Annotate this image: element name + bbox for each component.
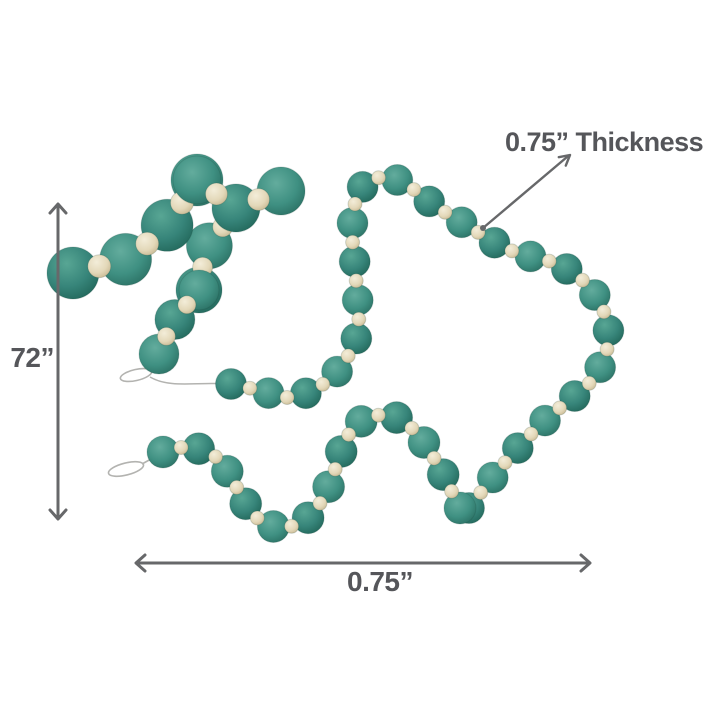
felt-bead (501, 432, 534, 465)
spacer-bead (473, 485, 489, 501)
felt-bead (584, 351, 617, 384)
spacer-bead (242, 380, 258, 396)
width-dimension (134, 553, 592, 573)
felt-bead (529, 404, 561, 437)
spacer-bead (279, 390, 295, 405)
felt-bead (476, 461, 509, 494)
spacer-bead (444, 483, 460, 499)
spacer-bead (247, 188, 270, 211)
spacer-bead (347, 196, 363, 212)
felt-bead (558, 380, 591, 412)
bead-strand-drop-chain-lower (138, 269, 220, 375)
thickness-dimension-label: 0.75” Thickness (505, 127, 704, 157)
spacer-bead (284, 518, 300, 534)
spacer-bead (173, 440, 189, 455)
thickness-callout (480, 153, 572, 231)
spacer-bead (406, 182, 422, 198)
spacer-bead (315, 376, 331, 392)
arrow-left-icon (134, 553, 147, 573)
garland-illustration (46, 153, 625, 543)
spacer-bead (87, 254, 112, 279)
spacer-bead (312, 495, 328, 511)
arrow-up-right-icon (557, 153, 572, 167)
felt-bead (478, 226, 511, 259)
spacer-bead (599, 341, 615, 357)
felt-bead (338, 245, 371, 278)
felt-bead (252, 377, 285, 410)
felt-bead (215, 368, 247, 400)
spacer-bead (156, 326, 176, 346)
arrow-down-icon (48, 508, 68, 521)
spacer-bead (345, 234, 361, 250)
felt-bead (210, 454, 244, 488)
felt-bead (341, 284, 374, 317)
spacer-bead (504, 243, 520, 259)
spacer-bead (249, 510, 265, 526)
spacer-bead (404, 420, 420, 436)
arrow-right-icon (579, 553, 592, 573)
spacer-bead (205, 182, 228, 206)
hanging-loop-bottom (107, 460, 145, 478)
spacer-bead (340, 348, 356, 364)
spacer-bead (523, 426, 539, 442)
felt-bead (413, 185, 446, 218)
spacer-bead (371, 170, 387, 186)
spacer-bead (575, 272, 590, 288)
felt-bead (578, 279, 611, 311)
felt-bead (550, 253, 583, 285)
spacer-bead (552, 400, 568, 416)
spacer-bead (426, 450, 442, 466)
felt-bead (346, 170, 379, 203)
spacer-bead (135, 231, 160, 256)
spacer-bead (327, 461, 343, 477)
spacer-bead (581, 375, 597, 391)
felt-bead (426, 458, 460, 492)
width-dimension-label: 0.75” (347, 566, 414, 597)
spacer-bead (541, 253, 557, 269)
spacer-bead (351, 311, 367, 327)
spacer-bead (341, 427, 357, 443)
spacer-bead (348, 273, 364, 289)
bead-strand-main-strand (215, 164, 625, 524)
height-dimension (48, 202, 68, 521)
felt-bead (146, 435, 180, 469)
spacer-bead (596, 304, 612, 320)
height-dimension-label: 72” (10, 342, 54, 373)
spacer-bead (177, 295, 197, 315)
felt-bead (229, 487, 263, 521)
dimension-annotations (48, 153, 592, 573)
spacer-bead (370, 407, 386, 423)
thickness-callout-line (481, 155, 569, 230)
spacer-bead (229, 479, 245, 495)
felt-bead (321, 355, 354, 388)
felt-bead (336, 207, 369, 239)
felt-bead (445, 206, 478, 239)
spacer-bead (437, 204, 453, 220)
arrow-up-icon (48, 202, 68, 215)
spacer-bead (497, 455, 513, 471)
felt-bead (407, 426, 441, 459)
felt-bead (443, 491, 477, 525)
felt-bead (514, 240, 547, 273)
spacer-bead (208, 449, 224, 465)
bead-strand-cluster-top (172, 155, 306, 233)
bead-strand-lower-strand (146, 401, 477, 543)
felt-bead (592, 314, 625, 347)
felt-bead (291, 501, 325, 535)
